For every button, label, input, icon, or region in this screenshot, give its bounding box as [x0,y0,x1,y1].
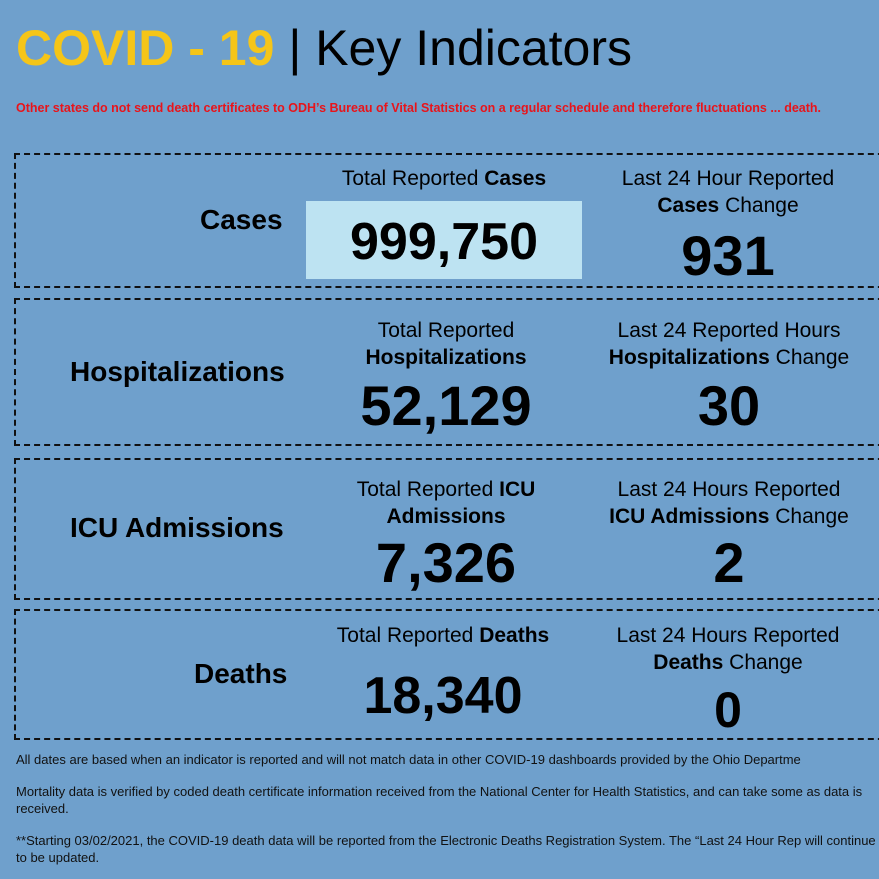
footnote-starting-date: **Starting 03/02/2021, the COVID-19 deat… [16,833,876,865]
death-certificate-notice: Other states do not send death certifica… [16,101,822,115]
footnote-dates: All dates are based when an indicator is… [16,752,801,767]
deaths-change-caption: Last 24 Hours Reported Deaths Change [616,624,840,674]
cases-change-caption: Last 24 Hour Reported Cases Change [621,167,835,217]
cases-label: Cases [200,204,283,235]
hospitalizations-total-value: 52,129 [360,374,532,437]
icu-change-caption: Last 24 Hours Reported ICU Admissions Ch… [609,478,849,528]
hospitalizations-panel [14,298,879,446]
cases-total-caption: Total Reported Cases [341,167,547,190]
icu-total-value: 7,326 [375,531,517,594]
deaths-change-value: 0 [714,682,742,738]
hospitalizations-change-caption: Last 24 Reported Hours Hospitalizations … [608,319,850,369]
cases-panel [14,153,879,288]
deaths-panel [14,609,879,740]
footnote-mortality: Mortality data is verified by coded deat… [16,784,863,816]
hospitalizations-total-caption: Total Reported Hospitalizations [365,319,527,369]
deaths-total-value: 18,340 [363,667,523,725]
hospitalizations-change-value: 30 [697,374,761,437]
title-covid: COVID - 19 [16,20,275,76]
hospitalizations-label: Hospitalizations [70,356,285,387]
title-key-indicators: | Key Indicators [288,20,633,76]
icu-change-value: 2 [713,531,745,594]
cases-change-value: 931 [681,224,775,287]
icu-panel [14,458,879,600]
dashboard-title: COVID - 19 | Key Indicators [16,18,632,78]
cases-total-highlight [306,201,582,279]
deaths-total-caption: Total Reported Deaths [336,624,550,647]
icu-total-caption: Total Reported ICU Admissions [356,478,536,528]
deaths-label: Deaths [194,658,288,689]
icu-label: ICU Admissions [70,512,284,543]
cases-total-value: 999,750 [350,213,538,271]
